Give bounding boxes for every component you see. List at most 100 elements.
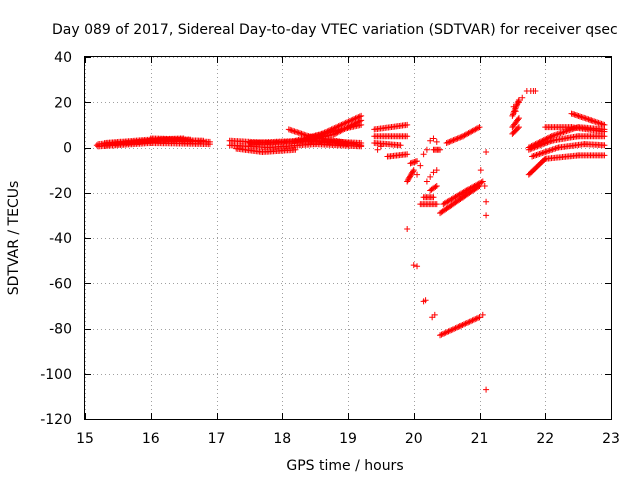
data-point — [433, 167, 440, 174]
data-point — [407, 172, 414, 179]
data-point — [543, 148, 550, 155]
data-point — [591, 118, 598, 125]
data-point — [458, 133, 465, 140]
data-point — [514, 99, 521, 106]
data-point — [446, 138, 453, 145]
data-point — [483, 198, 490, 205]
data-point — [206, 141, 213, 148]
data-point — [542, 136, 549, 143]
data-point — [543, 135, 550, 142]
data-point — [483, 149, 490, 156]
data-point — [453, 136, 460, 143]
data-point — [554, 131, 561, 138]
data-point — [404, 225, 411, 232]
y-tick-label: -100 — [40, 367, 72, 383]
data-point — [476, 314, 483, 321]
data-point — [448, 327, 455, 334]
data-point — [512, 108, 519, 115]
data-point — [423, 178, 430, 185]
data-point — [597, 120, 604, 127]
data-point — [551, 146, 558, 153]
data-point — [437, 146, 444, 153]
data-point — [437, 332, 444, 339]
data-point — [551, 132, 558, 139]
data-point — [404, 178, 411, 185]
data-point — [525, 144, 532, 151]
data-point — [200, 137, 207, 144]
data-point — [532, 152, 539, 159]
data-point — [358, 121, 365, 128]
data-point — [515, 116, 522, 123]
data-point — [444, 139, 451, 146]
data-point — [599, 121, 606, 128]
data-point — [449, 137, 456, 144]
data-point — [534, 151, 541, 158]
data-point — [481, 182, 488, 189]
data-point — [431, 311, 438, 318]
data-point — [546, 134, 553, 141]
data-point — [414, 158, 421, 165]
data-point — [449, 326, 456, 333]
data-point — [342, 119, 349, 126]
data-point — [515, 115, 522, 122]
data-point — [533, 140, 540, 147]
y-tick-label: -40 — [49, 231, 72, 247]
data-point — [458, 322, 465, 329]
data-point — [532, 87, 539, 94]
data-point — [441, 330, 448, 337]
y-axis-label: SDTVAR / TECUs — [6, 181, 22, 296]
data-point — [529, 153, 536, 160]
data-point — [479, 178, 486, 185]
data-point — [438, 331, 445, 338]
data-point — [445, 328, 452, 335]
data-point — [592, 118, 599, 125]
data-point — [410, 167, 417, 174]
data-point — [341, 120, 348, 127]
data-point — [430, 135, 437, 142]
data-point — [601, 142, 608, 149]
data-point — [601, 128, 608, 135]
data-point — [537, 138, 544, 145]
data-point — [475, 124, 482, 131]
data-point — [588, 117, 595, 124]
data-point — [550, 132, 557, 139]
data-point — [348, 117, 355, 124]
data-point — [345, 118, 352, 125]
data-point — [427, 137, 434, 144]
grid — [85, 57, 612, 420]
data-point — [465, 319, 472, 326]
x-tick-label: 16 — [142, 431, 160, 447]
x-tick-label: 18 — [273, 431, 291, 447]
data-point — [414, 171, 421, 178]
data-point — [556, 130, 563, 137]
data-point — [452, 325, 459, 332]
data-point — [557, 130, 564, 137]
data-point — [539, 150, 546, 157]
data-point — [432, 183, 439, 190]
data-point — [187, 136, 194, 143]
data-point — [407, 173, 414, 180]
data-point — [514, 125, 521, 132]
x-tick-label: 23 — [602, 431, 620, 447]
data-point — [476, 124, 483, 131]
data-point — [483, 212, 490, 219]
data-point — [463, 320, 470, 327]
data-point — [539, 137, 546, 144]
data-point — [414, 263, 421, 270]
y-tick-label: -120 — [40, 412, 72, 428]
data-point — [549, 146, 556, 153]
data-point — [410, 168, 417, 175]
data-point — [404, 133, 411, 140]
data-point — [456, 323, 463, 330]
data-point — [589, 117, 596, 124]
data-point — [594, 119, 601, 126]
data-point — [459, 321, 466, 328]
data-point — [450, 137, 457, 144]
data-point — [397, 142, 404, 149]
data-point — [553, 145, 560, 152]
data-point — [552, 145, 559, 152]
data-point — [532, 141, 539, 148]
data-point — [405, 175, 412, 182]
data-point — [374, 146, 381, 153]
